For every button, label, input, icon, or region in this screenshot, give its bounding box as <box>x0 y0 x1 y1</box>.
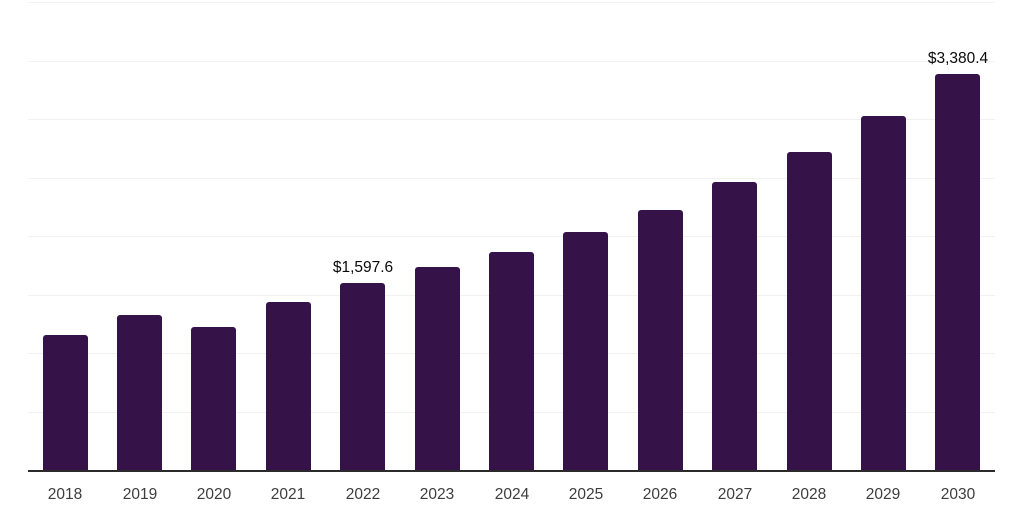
data-label-2022: $1,597.6 <box>332 259 394 276</box>
bar-2025 <box>563 232 608 470</box>
bar-2018 <box>43 335 88 470</box>
bar-2024 <box>489 252 534 470</box>
x-tick-label-2029: 2029 <box>865 486 901 503</box>
gridline <box>28 2 995 3</box>
x-tick-label-2025: 2025 <box>568 486 604 503</box>
x-tick-label-2021: 2021 <box>270 486 306 503</box>
x-tick-label-2022: 2022 <box>345 486 381 503</box>
bar-2021 <box>266 302 311 470</box>
bar-2026 <box>638 210 683 470</box>
gridline <box>28 61 995 62</box>
data-label-2030: $3,380.4 <box>927 50 989 67</box>
x-tick-label-2023: 2023 <box>419 486 455 503</box>
bar-2028 <box>787 152 832 470</box>
x-axis-line <box>28 470 995 472</box>
bar-2023 <box>415 267 460 470</box>
x-tick-label-2020: 2020 <box>196 486 232 503</box>
bar-2027 <box>712 182 757 470</box>
x-tick-label-2019: 2019 <box>122 486 158 503</box>
x-tick-label-2027: 2027 <box>717 486 753 503</box>
bar-2030 <box>935 74 980 470</box>
bar-2019 <box>117 315 162 470</box>
bar-2022 <box>340 283 385 470</box>
bar-2029 <box>861 116 906 470</box>
x-tick-label-2026: 2026 <box>642 486 678 503</box>
x-tick-label-2024: 2024 <box>494 486 530 503</box>
gridline <box>28 178 995 179</box>
gridline <box>28 236 995 237</box>
x-tick-label-2028: 2028 <box>791 486 827 503</box>
gridline <box>28 119 995 120</box>
x-tick-label-2030: 2030 <box>940 486 976 503</box>
x-tick-label-2018: 2018 <box>47 486 83 503</box>
bar-2020 <box>191 327 236 470</box>
